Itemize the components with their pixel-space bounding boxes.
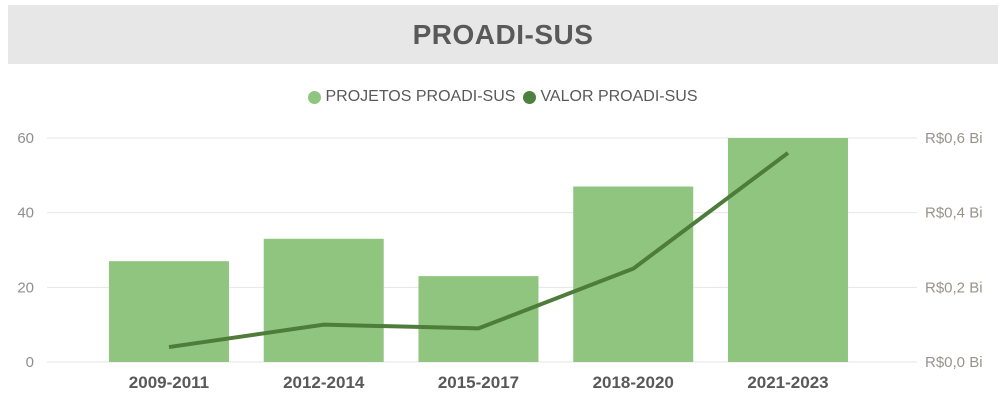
bar-2012-2014 [263, 238, 384, 362]
chart-header: PROADI-SUS [8, 5, 998, 64]
legend-label: PROJETOS PROADI-SUS [325, 88, 516, 105]
bar-2021-2023 [727, 138, 848, 362]
x-axis-label: 2012-2014 [283, 373, 365, 392]
chart-title: PROADI-SUS [412, 18, 594, 50]
left-axis-tick: 20 [17, 279, 34, 296]
chart-legend: PROJETOS PROADI-SUS VALOR PROADI-SUS [0, 88, 1006, 106]
legend-swatch-icon [523, 90, 537, 104]
legend-swatch-icon [308, 90, 322, 104]
bar-2015-2017 [418, 276, 539, 362]
bar-2018-2020 [573, 186, 694, 362]
x-axis-label: 2018-2020 [593, 373, 674, 392]
legend-item: PROJETOS PROADI-SUS [308, 88, 515, 106]
x-axis-label: 2021-2023 [747, 373, 828, 392]
left-axis-tick: 0 [26, 354, 34, 371]
right-axis-tick: R$0,6 Bi [925, 130, 983, 147]
right-axis-tick: R$0,0 Bi [925, 354, 983, 371]
left-axis-tick: 60 [17, 130, 34, 147]
left-axis-tick: 40 [17, 205, 34, 222]
right-axis-tick: R$0,4 Bi [925, 205, 983, 222]
right-axis-tick: R$0,2 Bi [925, 279, 983, 296]
legend-label: VALOR PROADI-SUS [540, 88, 698, 105]
valor-line [168, 151, 790, 350]
x-axis-label: 2015-2017 [438, 373, 519, 392]
legend-item: VALOR PROADI-SUS [523, 88, 698, 106]
x-axis-label: 2009-2011 [129, 373, 209, 392]
